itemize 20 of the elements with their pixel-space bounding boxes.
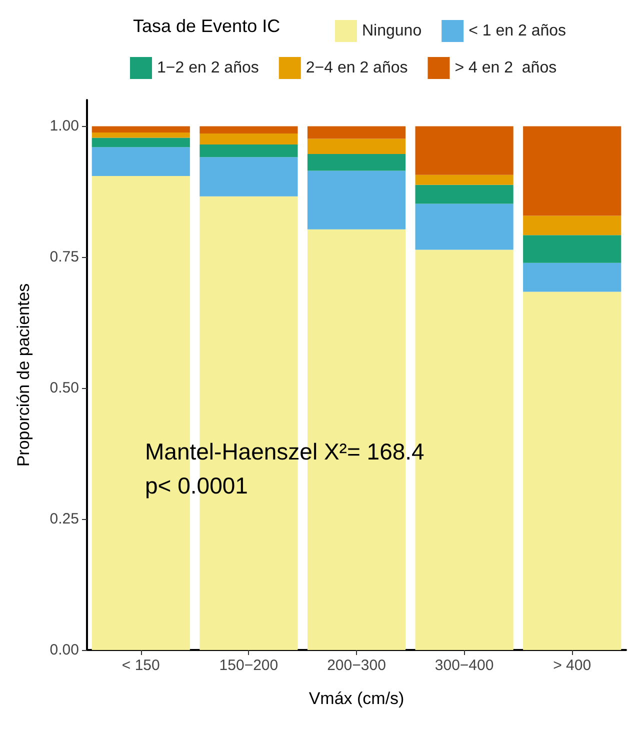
x-tick-label: < 150: [122, 657, 160, 674]
x-axis-title: Vmáx (cm/s): [308, 689, 404, 708]
annotation: Mantel-Haenszel X²= 168.4: [145, 438, 425, 464]
legend-label: 1−2 en 2 años: [157, 60, 259, 76]
legend-title: Tasa de Evento IC: [133, 16, 280, 36]
x-tick-label: > 400: [553, 657, 592, 674]
y-tick-label: 0.50: [50, 380, 79, 397]
x-tick-label: 200−300: [327, 657, 386, 674]
legend-label: 2−4 en 2 años: [306, 60, 408, 76]
annotation: p< 0.0001: [145, 472, 248, 498]
x-tick-label: 300−400: [434, 657, 494, 674]
y-tick-label: 0.25: [50, 510, 79, 528]
x-tick-label: 150−200: [219, 657, 278, 674]
legend-label: > 4 en 2 años: [454, 60, 557, 76]
y-tick-label: 0.75: [50, 248, 79, 266]
legend-label: < 1 en 2 años: [468, 22, 566, 40]
y-tick-label: 1.00: [50, 118, 79, 135]
y-axis-title: Proporción de pacientes: [14, 283, 33, 467]
legend-label: Ninguno: [362, 22, 422, 40]
y-tick-label: 0.00: [50, 642, 79, 658]
